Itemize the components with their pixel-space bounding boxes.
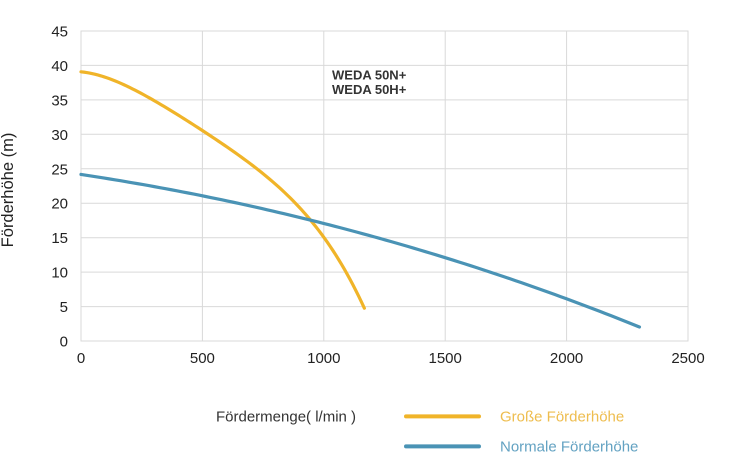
svg-text:2500: 2500 bbox=[671, 350, 704, 367]
svg-text:0: 0 bbox=[60, 334, 68, 351]
svg-text:Große Förderhöhe: Große Förderhöhe bbox=[500, 409, 624, 426]
svg-text:Normale Förderhöhe: Normale Förderhöhe bbox=[500, 439, 638, 456]
svg-text:1500: 1500 bbox=[429, 350, 462, 367]
svg-text:10: 10 bbox=[51, 265, 68, 282]
svg-text:2000: 2000 bbox=[550, 350, 583, 367]
svg-text:30: 30 bbox=[51, 127, 68, 144]
svg-text:0: 0 bbox=[77, 350, 85, 367]
svg-text:500: 500 bbox=[190, 350, 215, 367]
svg-text:1000: 1000 bbox=[307, 350, 340, 367]
svg-text:WEDA 50N+: WEDA 50N+ bbox=[332, 68, 407, 83]
svg-text:15: 15 bbox=[51, 230, 68, 247]
svg-text:20: 20 bbox=[51, 196, 68, 213]
svg-text:Fördermenge( l/min ): Fördermenge( l/min ) bbox=[216, 409, 356, 426]
svg-text:25: 25 bbox=[51, 161, 68, 178]
svg-text:45: 45 bbox=[51, 24, 68, 41]
svg-text:5: 5 bbox=[60, 299, 68, 316]
svg-text:WEDA 50H+: WEDA 50H+ bbox=[332, 82, 407, 97]
svg-text:35: 35 bbox=[51, 92, 68, 109]
svg-text:40: 40 bbox=[51, 58, 68, 75]
svg-text:Förderhöhe (m): Förderhöhe (m) bbox=[0, 133, 17, 248]
